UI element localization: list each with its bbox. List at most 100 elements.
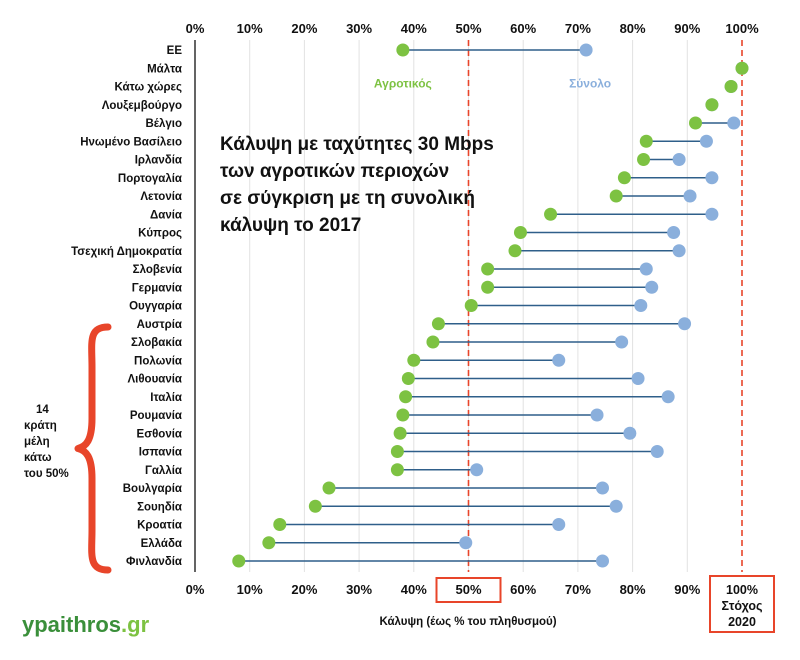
rural-point (735, 61, 749, 75)
x-tick-label-bottom: 80% (620, 582, 646, 597)
category-label: Δανία (150, 209, 182, 221)
category-label: Φινλανδία (126, 556, 182, 568)
total-point (661, 390, 675, 404)
x-tick-label-top: 0% (186, 21, 205, 36)
curly-bracket (74, 323, 112, 574)
x-axis-label: Κάλυψη (έως % του πληθυσμού) (379, 616, 556, 628)
x-tick-label-bottom: 50% (455, 582, 481, 597)
total-point (596, 554, 610, 568)
title-line: σε σύγκριση με τη συνολική (220, 188, 475, 209)
rural-point (481, 280, 495, 294)
x-tick-label-bottom: 30% (346, 582, 372, 597)
total-point (672, 244, 686, 258)
category-label: Λιθουανία (127, 374, 182, 386)
category-label: Αυστρία (137, 319, 182, 331)
target-label-line: 100% (726, 583, 758, 597)
total-point (615, 335, 629, 349)
annotation-line: κράτη (24, 420, 57, 432)
total-point (678, 317, 692, 331)
category-label: Γερμανία (132, 282, 182, 294)
category-label: Πολωνία (134, 355, 182, 367)
total-point (596, 481, 610, 495)
x-tick-label-top: 70% (565, 21, 591, 36)
x-tick-label-top: 50% (455, 21, 481, 36)
rural-point (399, 390, 413, 404)
target-label-line: Στόχος (722, 599, 763, 613)
x-tick-label-bottom: 10% (237, 582, 263, 597)
rural-point (705, 98, 719, 112)
category-label: Πορτογαλία (118, 173, 182, 185)
rural-point (401, 372, 415, 385)
title-line: κάλυψη το 2017 (220, 215, 361, 236)
rural-point (396, 43, 410, 57)
category-label: Γαλλία (145, 465, 182, 477)
total-point (552, 518, 566, 531)
category-label: Σλοβακία (131, 337, 182, 349)
rural-point (637, 153, 651, 166)
rural-point (639, 134, 653, 148)
total-point (705, 207, 719, 221)
chart-title: Κάλυψη με ταχύτητες 30 Mbps των αγροτικών… (220, 134, 494, 236)
x-tick-label-bottom: 0% (186, 582, 205, 597)
logo-main: ypaithros (22, 612, 121, 637)
annotation-line: 14 (36, 404, 49, 416)
category-label: ΕΕ (167, 45, 183, 57)
category-label: Σουηδία (137, 501, 182, 513)
x-tick-label-top: 100% (725, 21, 759, 36)
rural-point (724, 80, 738, 93)
category-label: Κροατία (137, 520, 182, 532)
rural-point (393, 426, 407, 440)
x-tick-label-top: 90% (674, 21, 700, 36)
category-label: Κύπρος (138, 228, 182, 240)
title-line: Κάλυψη με ταχύτητες 30 Mbps (220, 134, 494, 155)
rural-point (232, 554, 246, 568)
x-tick-label-top: 40% (401, 21, 427, 36)
category-label: Εσθονία (137, 428, 182, 440)
x-tick-label-bottom: 70% (565, 582, 591, 597)
category-label: Βουλγαρία (123, 483, 182, 495)
x-tick-label-bottom: 90% (674, 582, 700, 597)
total-point (699, 134, 713, 148)
x-tick-label-top: 20% (291, 21, 317, 36)
annotation-bracket: 14 κράτη μέλη κάτω του 50% (24, 323, 112, 574)
x-tick-label-top: 10% (237, 21, 263, 36)
rural-point (390, 445, 404, 458)
total-point (579, 43, 593, 57)
total-point (634, 299, 648, 312)
total-point (727, 116, 741, 130)
rural-point (390, 463, 404, 477)
rural-point (426, 335, 440, 349)
total-point (459, 536, 473, 550)
category-label: Βέλγιο (145, 118, 182, 130)
category-label: Λετονία (140, 191, 182, 203)
x-tick-label-bottom: 20% (291, 582, 317, 597)
rural-point (481, 262, 495, 276)
rural-point (396, 408, 410, 422)
rural-point (464, 299, 478, 312)
category-label: Ιρλανδία (135, 155, 182, 167)
total-point (683, 189, 697, 203)
total-point (639, 262, 653, 276)
category-label: Σλοβενία (133, 264, 182, 276)
annotation-line: κάτω (24, 452, 52, 464)
rural-point (689, 116, 703, 130)
rural-point (308, 499, 322, 513)
total-point (590, 408, 604, 422)
total-point (623, 426, 637, 440)
legend-total: Σύνολο (569, 76, 611, 90)
rural-point (544, 207, 558, 221)
rural-point (273, 518, 287, 531)
rural-point (617, 171, 631, 185)
category-label: Ισπανία (139, 447, 182, 459)
rural-point (513, 226, 527, 239)
category-label: Ρουμανία (130, 410, 182, 422)
bottom-x-axis: 0% 10% 20% 30% 40% 50% 60% 70% 80% 90% (186, 582, 701, 597)
logo-suffix: .gr (121, 612, 150, 637)
category-label: Κάτω χώρες (115, 82, 182, 94)
category-label: Μάλτα (147, 63, 182, 75)
x-tick-label-bottom: 40% (401, 582, 427, 597)
total-point (650, 445, 664, 458)
title-line: των αγροτικών περιοχών (220, 161, 449, 182)
total-point (705, 171, 719, 185)
dumbbells (232, 43, 749, 568)
